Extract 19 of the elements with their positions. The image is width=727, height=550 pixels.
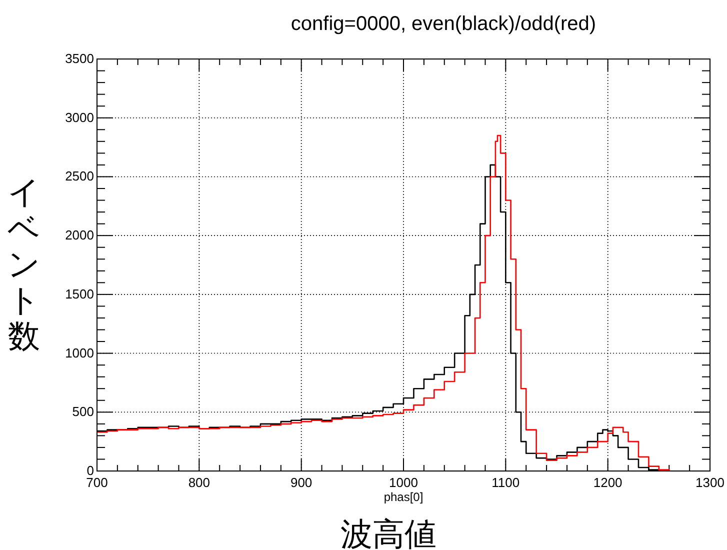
- y-tick-label: 3500: [65, 51, 94, 66]
- y-tick-label: 0: [86, 463, 94, 478]
- chart-title: config=0000, even(black)/odd(red): [290, 13, 596, 35]
- x-tick-label: 700: [86, 475, 108, 490]
- text: 波高値: [340, 516, 436, 550]
- x-tick-label: 1000: [389, 475, 418, 490]
- y-tick-label: 1500: [65, 286, 94, 302]
- y-tick-label: 3000: [65, 110, 94, 125]
- y-tick-label: 500: [72, 404, 94, 420]
- x-axis-title: phas[0]: [384, 490, 424, 504]
- y-tick-label: 2500: [65, 168, 94, 184]
- x-tick-label: 1200: [593, 475, 622, 490]
- x-tick-label: 1100: [492, 475, 520, 490]
- x-tick-label: 800: [188, 475, 210, 490]
- y-axis-title: イベント数: [8, 174, 40, 354]
- y-tick-label: 2000: [65, 228, 94, 243]
- x-tick-label: 900: [290, 475, 312, 490]
- x-tick-label: 1300: [696, 475, 724, 490]
- y-tick-label: 1000: [65, 345, 94, 360]
